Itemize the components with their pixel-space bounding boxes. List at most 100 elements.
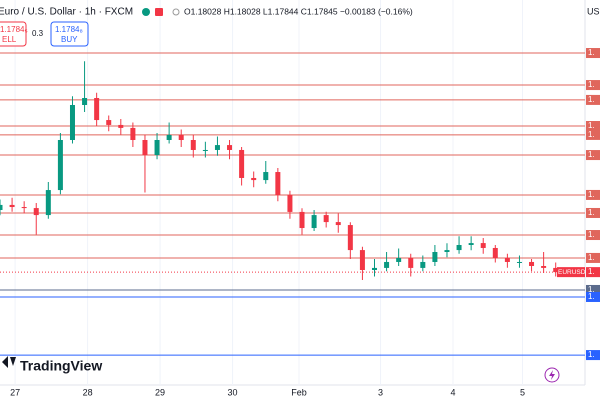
candle-body [323,215,329,223]
level-label: 1. [588,285,595,294]
plot-area [0,0,600,385]
candle-body [227,145,233,150]
candle-body [94,98,100,121]
level-label: 1. [588,350,595,359]
candle-body [396,257,402,262]
x-tick-label: 29 [155,387,165,397]
x-tick-label: 4 [451,387,456,397]
x-tick-label: Feb [291,387,307,397]
level-label: 1. [588,95,595,104]
ohlc-values: O1.18028 H1.18028 L1.17844 C1.17845 −0.0… [184,6,413,16]
candle-body [178,134,184,140]
level-label: 1. [588,208,595,217]
level-label: 1. [588,150,595,159]
level-tag [586,48,600,59]
symbol-tag: EURUSD [558,269,586,276]
level-label: 1. [588,48,595,57]
candle-body [359,250,365,271]
level-tag [586,94,600,105]
level-label: 1. [588,80,595,89]
candle-body [57,140,63,191]
candle-body [130,127,136,140]
buy-label: BUY [61,35,78,44]
candle-body [142,140,148,156]
logo: TradingView [20,358,102,374]
candle-body [0,204,3,210]
level-tag [586,150,600,161]
sell-label: ELL [2,35,17,44]
candle-body [214,145,220,150]
candle-body [166,134,172,140]
sell-price: 1.1784₅ [0,25,28,34]
candle-body [190,140,196,150]
level-tag [586,121,600,131]
news-icon-bolt [549,370,555,380]
level-label: 1. [588,190,595,199]
candle-body [275,172,281,195]
candle-body [335,222,341,226]
candle-body [263,172,269,181]
level-label: 1. [588,130,595,139]
last-price-tag [586,267,600,278]
news-icon[interactable] [544,367,560,383]
candle-body [371,267,377,271]
level-label: 1. [588,230,595,239]
level-tag [586,80,600,91]
symbol-title: Euro / U.S. Dollar · 1h · FXCM [0,7,133,18]
candle-body [251,177,257,181]
x-tick-label: 27 [10,387,20,397]
candle-body [468,243,474,245]
level-tag [586,207,600,218]
symbol-tag-bg [557,267,585,278]
level-tag [586,230,600,241]
candle-body [492,247,498,258]
candle-body [420,261,426,268]
candle-body [432,252,438,262]
candle-body [21,207,27,209]
currency: US [587,6,600,16]
candle-body [504,257,510,262]
logo-mark [2,356,16,368]
level-tag [586,189,600,200]
candle-body [311,215,317,229]
candle-body [239,149,245,178]
buy-button[interactable] [50,21,89,47]
status-dot [142,8,150,16]
candle-body [9,204,15,208]
spread: 0.3 [32,29,44,38]
x-tick-label: 3 [378,387,383,397]
candle-body [299,211,305,229]
candle-body [408,257,414,268]
buy-price: 1.1784₈ [55,25,83,34]
level-label: 1. [588,253,595,262]
candle-body [69,105,75,140]
candle-body [202,149,208,151]
level-label: 1. [588,121,595,130]
candle-body [384,261,390,268]
level-tag [586,291,600,302]
candle-body [553,267,559,273]
level-tag [586,252,600,263]
candle-body [82,98,88,105]
candle-body [106,120,112,125]
candle-body [444,250,450,252]
level-label: 1. [588,292,595,301]
candle-body [33,208,39,216]
candle-body [154,140,160,156]
level-tag [586,129,600,140]
candle-body [480,243,486,248]
last-price-label: 1. [588,267,595,276]
candle-body [347,225,353,251]
level-tag [586,350,600,361]
x-tick-label: 30 [228,387,238,397]
sell-button[interactable] [0,21,27,47]
candle-body [118,124,124,128]
candle-body [541,266,547,268]
candle-body [45,190,51,216]
status-icon [172,8,180,16]
candle-body [287,194,293,212]
candle-body [529,261,535,266]
